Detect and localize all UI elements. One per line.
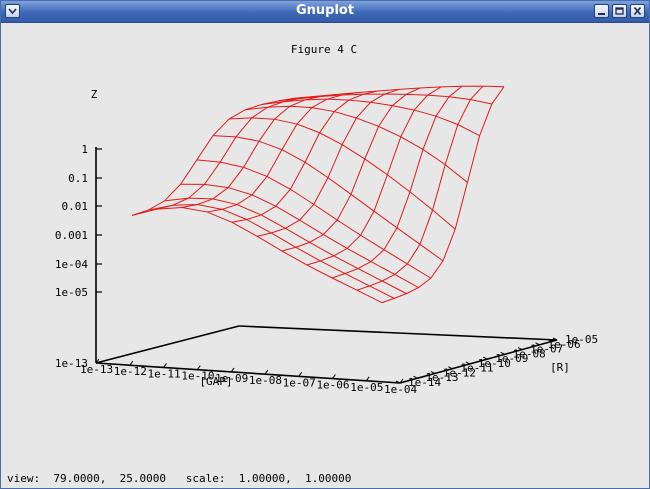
x-tick-mark — [264, 369, 269, 375]
close-button[interactable] — [630, 4, 645, 18]
maximize-button[interactable] — [612, 4, 627, 18]
surface-line — [156, 95, 316, 210]
maximize-icon — [615, 7, 624, 15]
surface-line — [206, 92, 358, 213]
x-tick-label: 1e-07 — [283, 376, 316, 389]
x-tick-label: 1e-10 — [181, 370, 214, 383]
y-tick-label: 1e-14 — [408, 376, 441, 389]
surface-line — [256, 88, 400, 237]
surface-line — [356, 85, 484, 291]
x-tick-label: 1e-08 — [249, 374, 282, 387]
x-tick-label: 1e-12 — [114, 365, 147, 378]
y-tick-mark — [465, 361, 471, 365]
back-edge-line — [95, 325, 240, 364]
window-title: Gnuplot — [295, 3, 355, 18]
y-tick-mark — [535, 342, 540, 346]
surface-mesh — [131, 85, 505, 304]
axes — [95, 147, 558, 384]
x-tick-label: 1e-09 — [215, 372, 248, 385]
status-bar: view: 79.0000, 25.0000 scale: 1.00000, 1… — [7, 472, 352, 485]
x-tick-label: 1e-05 — [350, 381, 383, 394]
surface-line — [131, 97, 295, 216]
y-tick-label: 1e-10 — [478, 357, 511, 370]
surface-line — [331, 85, 463, 279]
surface-line — [181, 93, 337, 208]
x-tick-mark — [129, 360, 134, 366]
y-axis-line — [399, 339, 558, 384]
surface-plot-canvas[interactable]: Figure 4 C Z [GAP] [R] 1 0.1 0.01 0.001 1e-0… — [2, 23, 648, 469]
x-tick-mark — [196, 365, 201, 370]
y-tick-mark — [413, 375, 418, 379]
z-tick-label: 0.1 — [68, 172, 88, 185]
surface-line — [196, 159, 432, 279]
x-axis-line — [95, 362, 401, 384]
surface-line — [381, 86, 505, 304]
y-tick-mark — [482, 356, 488, 360]
minimize-icon — [598, 13, 605, 15]
y-tick-label: 1e-07 — [530, 343, 563, 356]
back-edge-line — [238, 325, 558, 341]
y-tick-mark — [552, 337, 558, 341]
surface-line — [164, 197, 407, 295]
x-tick-label: 1e-13 — [80, 363, 113, 376]
window-menu-button[interactable] — [5, 4, 20, 18]
y-tick-mark — [395, 380, 401, 384]
minimize-button[interactable] — [594, 4, 609, 18]
title-bar[interactable]: Gnuplot — [1, 1, 649, 23]
x-tick-label: 1e-11 — [148, 367, 181, 380]
x-tick-mark — [95, 358, 100, 364]
y-tick-label: 1e-09 — [495, 352, 528, 365]
y-tick-label: 1e-12 — [443, 366, 476, 379]
x-tick-mark — [230, 367, 235, 373]
surface-line — [231, 90, 379, 223]
y-tick-label: 1e-05 — [565, 333, 598, 346]
x-tick-mark — [399, 378, 404, 384]
z-axis-label: Z — [91, 88, 98, 101]
y-tick-mark — [500, 351, 505, 355]
close-icon — [633, 6, 642, 16]
x-tick-label: 1e-04 — [384, 383, 417, 396]
x-tick-label: 1e-06 — [316, 379, 349, 392]
y-tick-label: 1e-13 — [425, 371, 458, 384]
y-tick-mark — [430, 370, 436, 374]
surface-line — [131, 206, 383, 304]
y-tick-label: 1e-08 — [513, 347, 546, 360]
y-tick-label: 1e-11 — [460, 362, 493, 375]
z-tick-label: 0.01 — [62, 200, 89, 213]
x-tick-mark — [298, 372, 303, 377]
z-tick-label: 1 — [81, 143, 88, 156]
x-axis-label: [GAP] — [199, 375, 232, 388]
y-axis-label: [R] — [550, 361, 570, 374]
x-tick-mark — [365, 376, 370, 382]
z-tick-label: 1e-04 — [55, 258, 88, 271]
surface-line — [306, 86, 442, 266]
y-tick-mark — [448, 366, 453, 370]
surface-line — [148, 204, 395, 299]
chart-title: Figure 4 C — [291, 43, 357, 56]
z-tick-label: 1e-13 — [55, 357, 88, 370]
y-tick-label: 1e-06 — [548, 338, 581, 351]
z-tick-label: 0.001 — [55, 229, 88, 242]
surface-line — [281, 87, 421, 252]
y-tick-mark — [517, 347, 523, 351]
z-tick-label: 1e-05 — [55, 286, 88, 299]
x-tick-mark — [163, 363, 167, 368]
chevron-down-icon — [8, 8, 17, 15]
x-tick-mark — [332, 374, 336, 379]
